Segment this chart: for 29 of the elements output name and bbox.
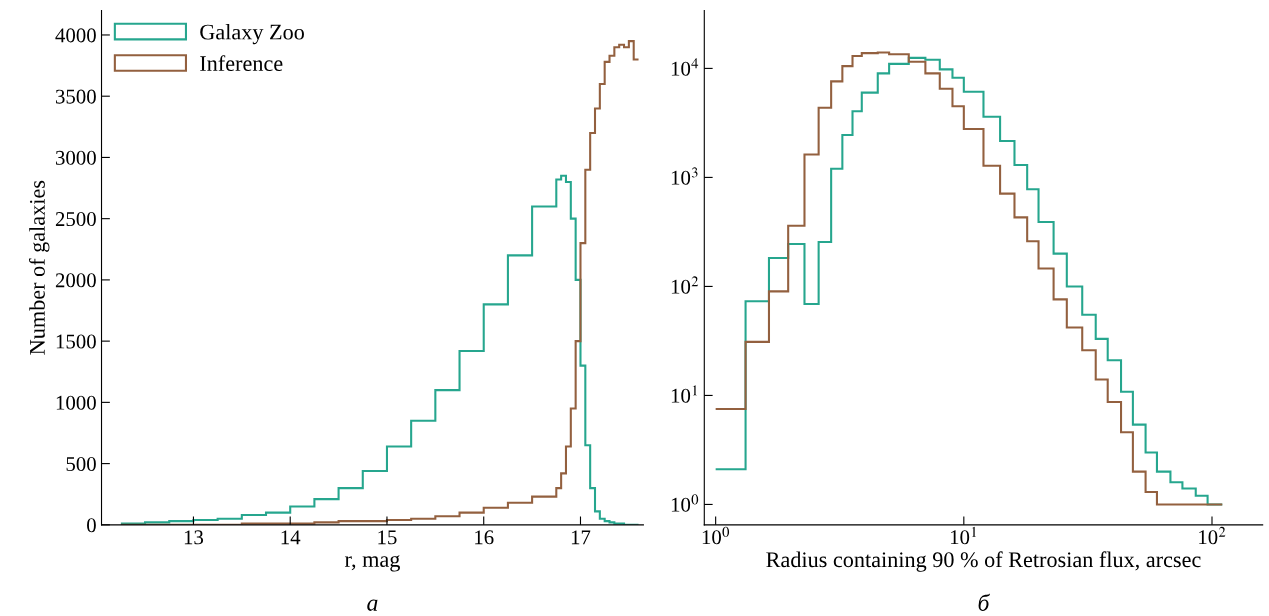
- y-tick-label: 10$^{4}$: [671, 58, 699, 76]
- y-tick-label: 10$^{1}$: [671, 385, 697, 403]
- legend-label: Galaxy Zoo: [200, 23, 304, 45]
- y-tick-label: 3500: [55, 89, 96, 104]
- y-tick-label: 10$^{0}$: [671, 494, 699, 512]
- y-tick-label: 0: [87, 518, 96, 533]
- x-tick-label: 16: [475, 530, 494, 545]
- text: б: [978, 593, 991, 611]
- y-tick-label: 500: [66, 456, 96, 472]
- y-tick-label: 1500: [56, 334, 96, 349]
- x-tick-label: 17: [571, 530, 591, 545]
- y-tick-label: 3000: [55, 150, 96, 165]
- y-axis-title: Number of galaxies: [29, 180, 50, 355]
- legend-label: Inference: [200, 55, 283, 72]
- y-tick-label: 2000: [55, 273, 96, 288]
- y-tick-label: 4000: [55, 28, 96, 43]
- y-tick-label: 2500: [55, 212, 96, 227]
- x-tick-label: 14: [281, 530, 301, 545]
- y-tick-label: 10$^{3}$: [671, 167, 698, 185]
- x-tick-label: 15: [378, 530, 397, 545]
- x-axis-title: Radius containing 90 % of Retrosian flux, arcsec: [766, 551, 1201, 572]
- y-tick-label: 10$^{2}$: [671, 276, 699, 294]
- x-axis-title: r, mag: [344, 555, 400, 572]
- x-tick-label: 13: [184, 530, 204, 545]
- x-tick-label: 10$^{2}$: [1199, 526, 1226, 545]
- text: а: [367, 599, 378, 611]
- y-tick-label: 1000: [56, 395, 96, 410]
- x-tick-label: 10$^{1}$: [950, 526, 977, 545]
- x-tick-label: 10$^{0}$: [702, 526, 730, 545]
